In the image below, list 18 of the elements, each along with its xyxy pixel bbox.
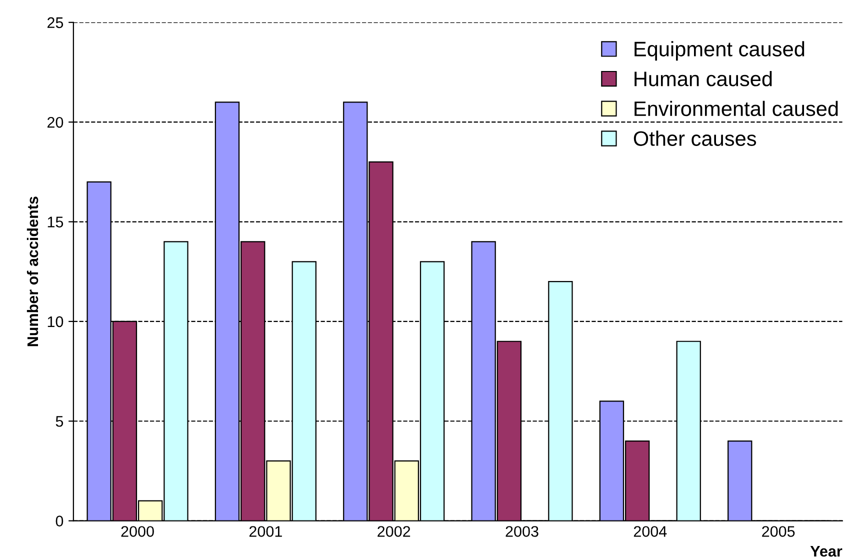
x-axis-title: Year: [810, 546, 842, 557]
y-tick-label: 5: [56, 416, 64, 427]
x-tick-label: 2003: [506, 526, 538, 537]
y-tick-label: 10: [48, 316, 64, 328]
y-tick-label: 25: [47, 17, 64, 28]
y-axis-title: Number of accidents: [26, 196, 38, 346]
x-tick-label: 2000: [121, 526, 154, 537]
y-tick-label: 20: [47, 116, 64, 128]
x-tick-label: 2005: [762, 526, 795, 537]
legend-label: Other causes: [634, 130, 756, 146]
x-tick-label: 2001: [249, 526, 282, 537]
legend-label: Human caused: [634, 70, 772, 86]
x-tick-label: 2002: [378, 526, 410, 537]
legend-label: Environmental caused: [634, 100, 838, 116]
x-tick-label: 2004: [634, 526, 667, 537]
y-tick-label: 15: [48, 216, 64, 228]
y-tick-label: 0: [56, 516, 64, 526]
legend-label: Equipment caused: [634, 41, 804, 61]
